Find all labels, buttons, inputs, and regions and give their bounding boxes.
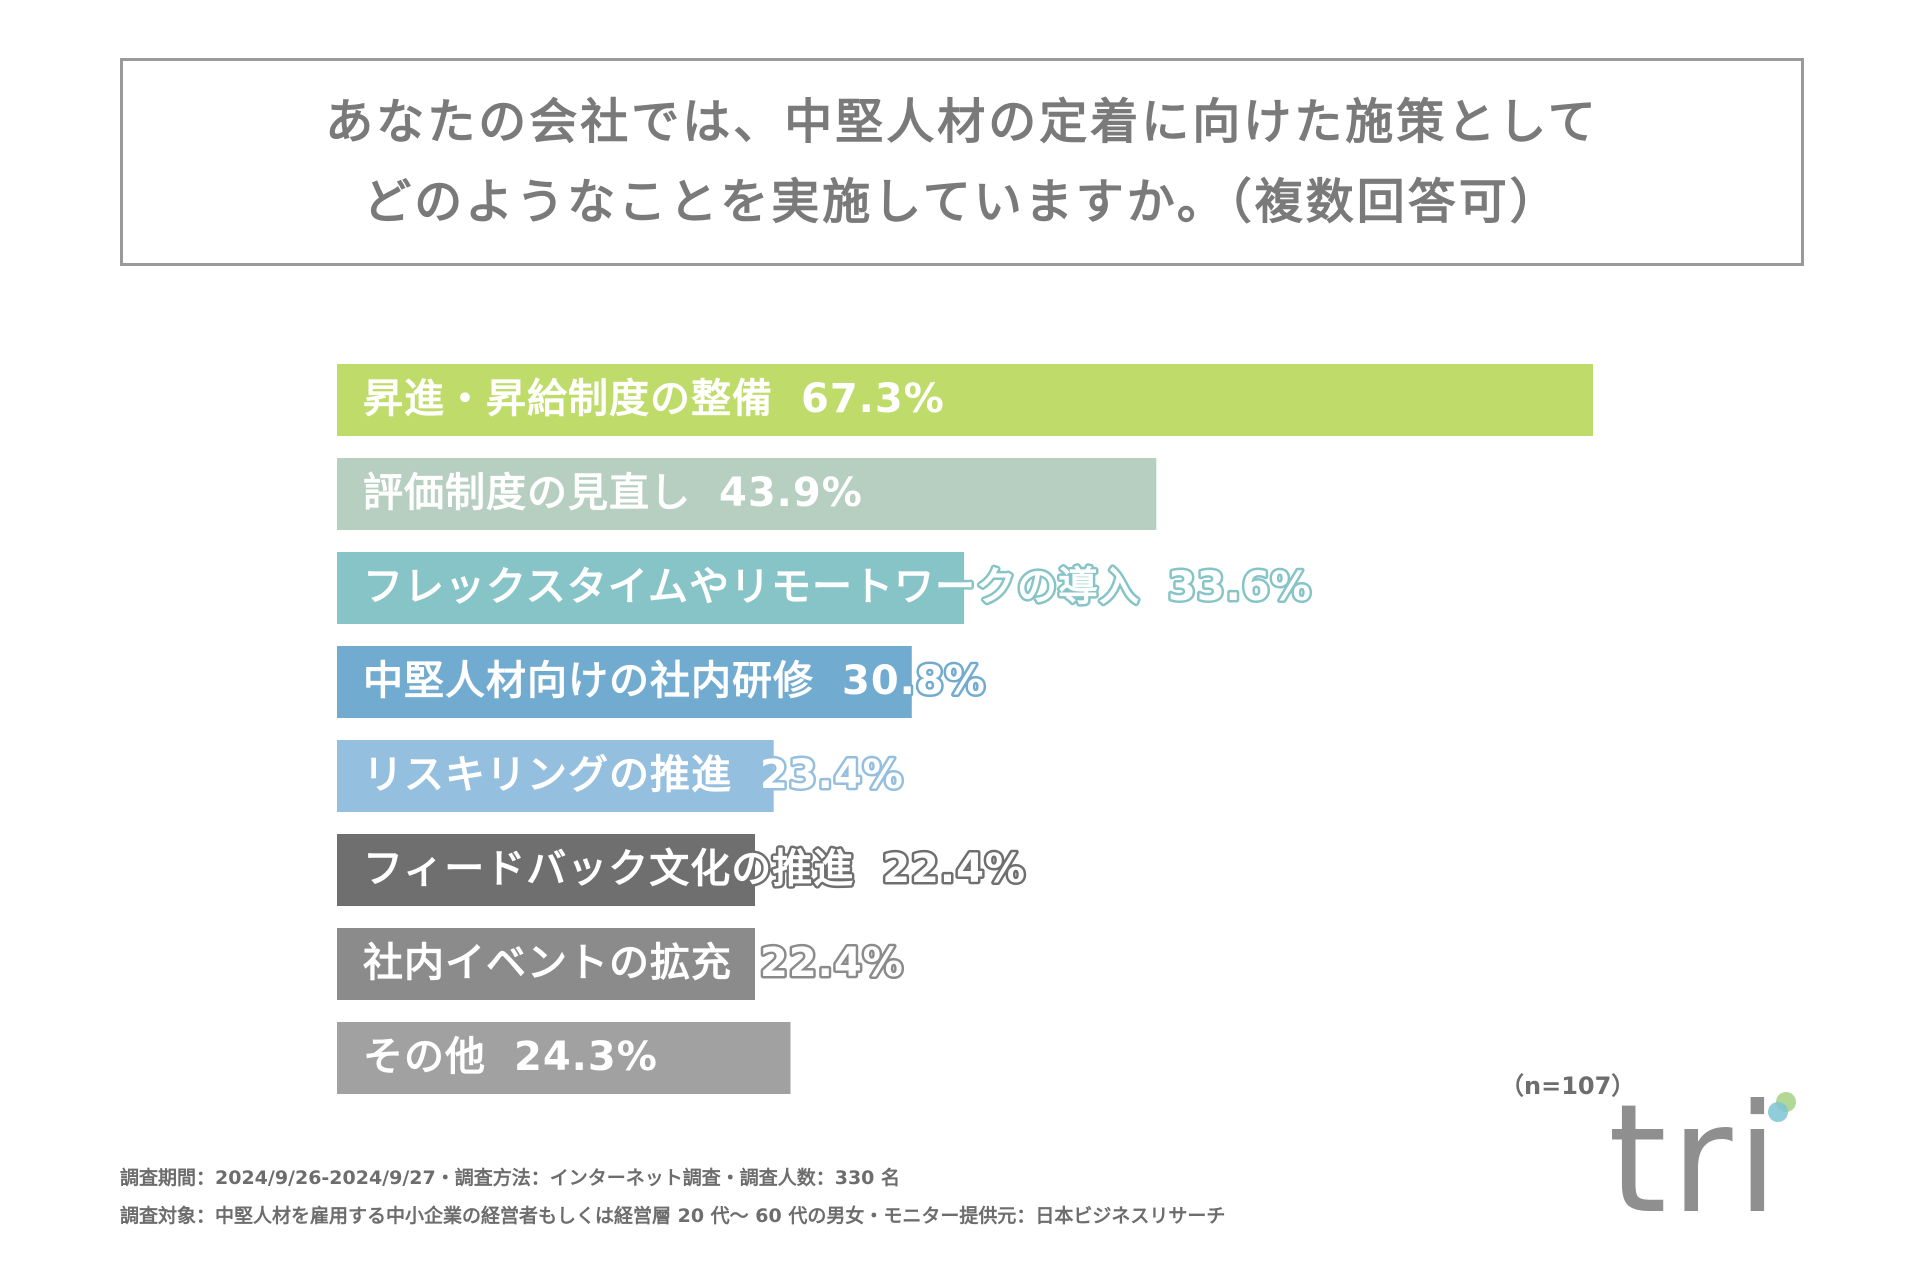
bar-label: フィードバック文化の推進 22.4%: [363, 846, 1026, 892]
chart-title-line-1: あなたの会社では、中堅人材の定着に向けた施策として: [325, 94, 1599, 150]
value-label: 22.4%: [882, 846, 1026, 892]
bar: [337, 646, 912, 718]
tri-logo: tri: [1608, 1073, 1808, 1247]
value-label: 43.9%: [719, 470, 863, 516]
bar-label: 社内イベントの拡充 22.4%: [363, 940, 904, 986]
logo-dot-blue: [1768, 1102, 1788, 1122]
bar: [337, 458, 1157, 530]
category-label: 昇進・昇給制度の整備: [363, 376, 773, 422]
value-label: 23.4%: [760, 752, 904, 798]
bar: [337, 552, 965, 624]
bar: [337, 1022, 791, 1094]
title-box: あなたの会社では、中堅人材の定着に向けた施策として どのようなことを実施していま…: [120, 58, 1804, 266]
value-label: 67.3%: [801, 376, 945, 422]
logo-wordmark: tri: [1608, 1073, 1783, 1247]
bar-label: フレックスタイムやリモートワークの導入 33.6%: [363, 564, 1312, 610]
value-label: 33.6%: [1168, 564, 1312, 610]
category-label: その他: [363, 1034, 486, 1080]
category-label: フレックスタイムやリモートワークの導入: [363, 564, 1140, 610]
category-label: リスキリングの推進: [363, 752, 732, 798]
bar: [337, 834, 755, 906]
category-label: 評価制度の見直し: [363, 470, 691, 516]
bar-label: リスキリングの推進 23.4%: [363, 752, 904, 798]
bar-label: 中堅人材向けの社内研修 30.8%: [363, 658, 986, 704]
value-label: 22.4%: [760, 940, 904, 986]
value-label: 24.3%: [514, 1034, 658, 1080]
survey-period-note: 調査期間：2024/9/26-2024/9/27・調査方法：インターネット調査・…: [120, 1167, 901, 1189]
bar-label: 昇進・昇給制度の整備 67.3%: [363, 376, 945, 422]
bar-label: 評価制度の見直し 43.9%: [363, 470, 863, 516]
chart-title-line-2: どのようなことを実施していますか。（複数回答可）: [363, 174, 1561, 230]
bar-label: その他 24.3%: [363, 1034, 658, 1080]
value-label: 30.8%: [842, 658, 986, 704]
bar: [337, 364, 1593, 436]
sample-size-label: （n=107）: [1500, 1072, 1636, 1100]
bar: [337, 928, 755, 1000]
survey-target-note: 調査対象：中堅人材を雇用する中小企業の経営者もしくは経営層 20 代～ 60 代…: [120, 1205, 1226, 1227]
category-label: 中堅人材向けの社内研修: [363, 658, 814, 704]
bar: [337, 740, 774, 812]
category-label: 社内イベントの拡充: [363, 940, 732, 986]
category-label: フィードバック文化の推進: [363, 846, 854, 892]
